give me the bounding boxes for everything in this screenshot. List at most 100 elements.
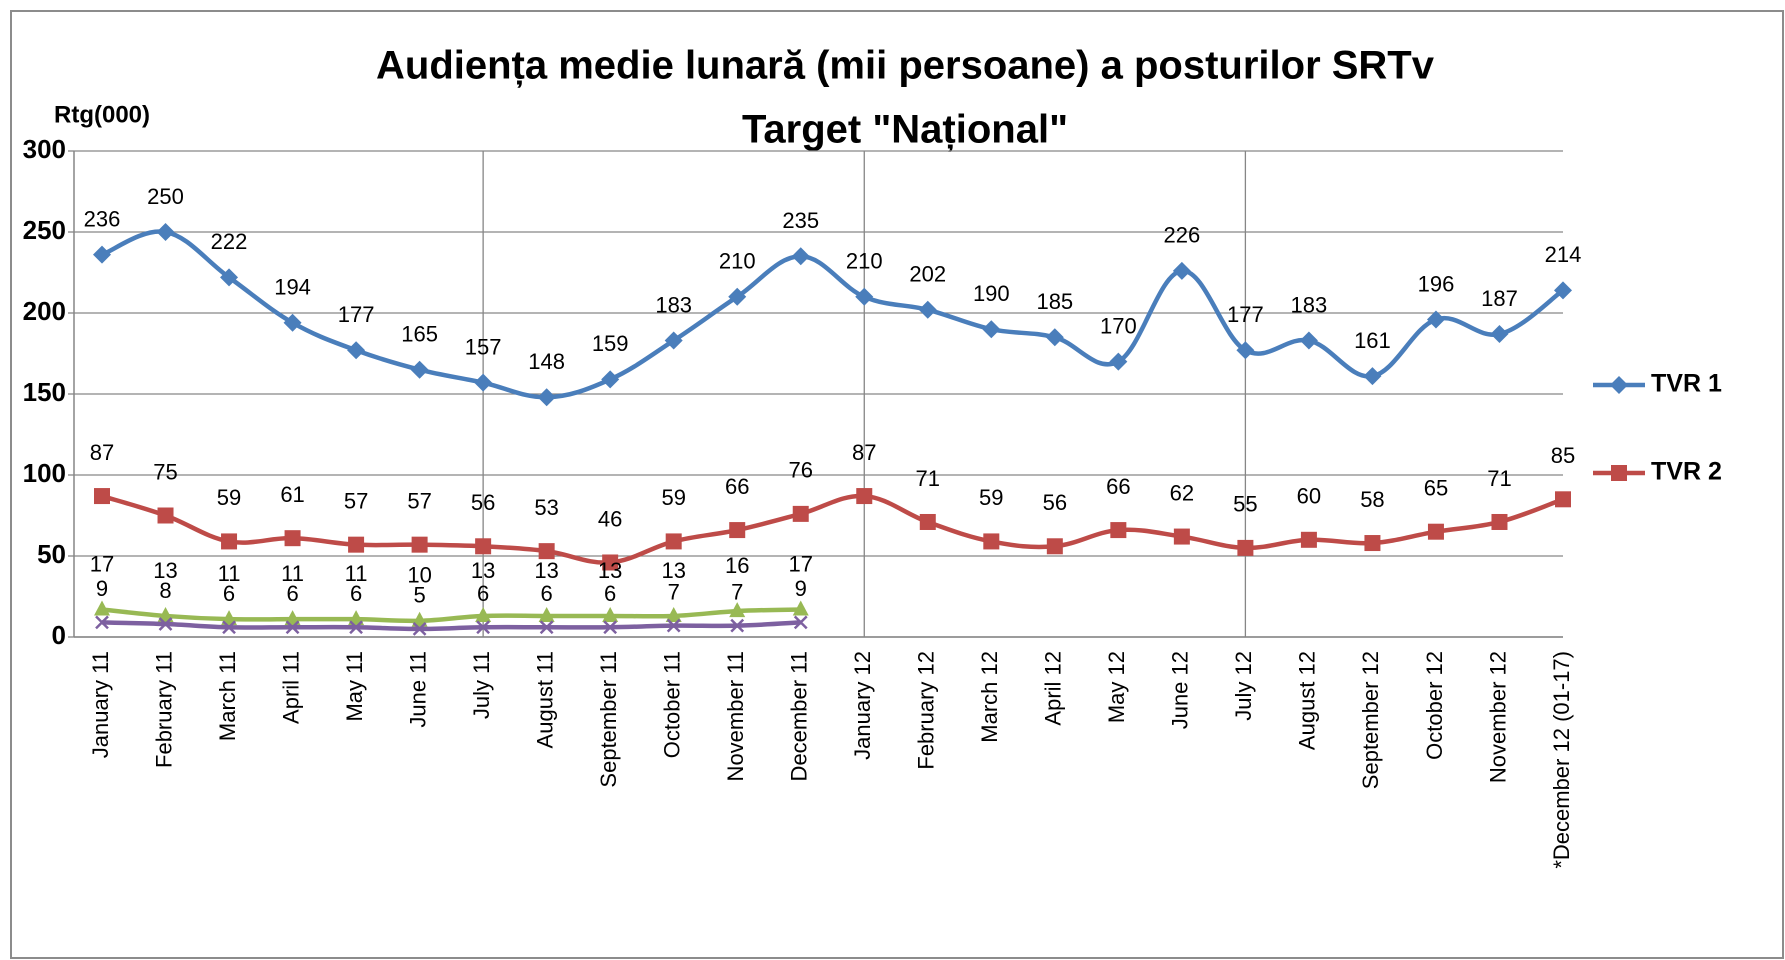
y-tick-label: 150: [23, 377, 66, 407]
data-point: [665, 533, 682, 550]
data-label: 196: [1418, 271, 1455, 296]
x-tick-label: June 12: [1168, 651, 1193, 729]
data-point: [1426, 310, 1445, 329]
data-point: [95, 615, 109, 630]
data-label: 62: [1170, 480, 1194, 505]
x-tick-label: June 11: [405, 651, 430, 728]
data-label: 16: [725, 553, 749, 578]
x-tick-label: September 11: [596, 651, 621, 788]
data-point: [94, 488, 110, 505]
data-label: 13: [661, 558, 685, 583]
data-point: [348, 610, 365, 626]
data-point: [94, 600, 110, 616]
data-point: [1172, 261, 1191, 280]
data-point: [1237, 539, 1254, 556]
data-label: 177: [338, 302, 375, 327]
data-label: 87: [852, 440, 876, 465]
data-label: 177: [1227, 302, 1264, 327]
data-point: [412, 622, 427, 636]
data-point: [602, 606, 619, 622]
data-label: 210: [846, 249, 883, 274]
data-point: [475, 606, 492, 622]
data-point: [919, 513, 936, 530]
chart-title: Audiența medie lunară (mii persoane) a p…: [376, 44, 1435, 88]
data-point: [601, 370, 620, 389]
data-point: [1045, 328, 1064, 347]
data-label: 55: [1233, 492, 1257, 517]
data-point: [1110, 522, 1127, 539]
x-tick-label: May 12: [1104, 651, 1129, 723]
data-point: [157, 507, 174, 524]
data-label: 17: [788, 551, 812, 576]
data-point: [220, 268, 239, 287]
data-label: 9: [96, 576, 108, 601]
data-label: 60: [1297, 484, 1321, 509]
data-label: 71: [916, 466, 940, 491]
y-tick-label: 100: [23, 458, 66, 488]
data-point: [347, 341, 366, 360]
data-label: 6: [604, 581, 616, 606]
data-point: [283, 313, 302, 332]
data-point: [285, 620, 300, 635]
data-label: 13: [471, 558, 495, 583]
data-label: 6: [477, 581, 489, 606]
data-label: 66: [725, 474, 749, 499]
data-point: [537, 388, 556, 407]
x-tick-label: February 12: [914, 651, 939, 770]
data-point: [1299, 331, 1318, 350]
data-point: [1046, 538, 1063, 555]
data-point: [666, 618, 681, 633]
x-tick-label: May 11: [342, 651, 367, 722]
data-label: 71: [1487, 466, 1511, 491]
data-point: [348, 536, 365, 553]
x-tick-label: November 12: [1485, 651, 1510, 783]
data-label: 170: [1100, 313, 1137, 338]
series-line: [101, 493, 1564, 565]
data-label: 194: [274, 275, 311, 300]
data-label: 66: [1106, 474, 1130, 499]
data-label: 13: [153, 558, 177, 583]
data-label: 236: [84, 206, 121, 231]
data-point: [983, 533, 1000, 550]
data-label: 56: [471, 490, 495, 515]
data-point: [1109, 352, 1128, 371]
y-axis-label: Rtg(000): [54, 101, 150, 128]
x-tick-label: December 11: [787, 651, 812, 781]
data-label: 190: [973, 281, 1010, 306]
data-label: 61: [280, 482, 304, 507]
x-tick-label: October 11: [660, 651, 685, 758]
data-label: 8: [159, 578, 171, 603]
data-label: 57: [407, 488, 431, 513]
data-label: 161: [1354, 328, 1391, 353]
x-tick-label: March 12: [977, 651, 1002, 743]
data-point: [602, 554, 619, 571]
data-point: [855, 287, 874, 306]
data-label: 59: [217, 485, 241, 510]
series-line: [101, 607, 801, 624]
data-point: [538, 543, 555, 560]
data-label: 17: [90, 551, 114, 576]
data-label: 187: [1481, 286, 1518, 311]
data-point: [792, 600, 809, 616]
data-point: [1555, 491, 1571, 508]
data-label: 9: [795, 576, 807, 601]
data-label: 6: [223, 581, 235, 606]
data-label: 75: [153, 459, 177, 484]
data-label: 226: [1164, 223, 1201, 248]
x-tick-label: November 11: [723, 651, 748, 781]
x-tick-label: January 11: [88, 651, 113, 758]
legend-label: TVR 1: [1651, 370, 1722, 398]
data-label: 235: [782, 208, 819, 233]
data-point: [284, 530, 301, 547]
data-label: 7: [731, 579, 743, 604]
data-point: [538, 606, 555, 622]
x-tick-label: August 11: [532, 651, 557, 748]
data-point: [539, 620, 554, 635]
data-label: 11: [218, 561, 241, 586]
data-point: [603, 620, 618, 635]
y-tick-label: 300: [23, 134, 66, 164]
data-point: [728, 287, 747, 306]
data-point: [1491, 513, 1508, 530]
data-label: 11: [281, 561, 304, 586]
data-point: [1554, 281, 1572, 300]
